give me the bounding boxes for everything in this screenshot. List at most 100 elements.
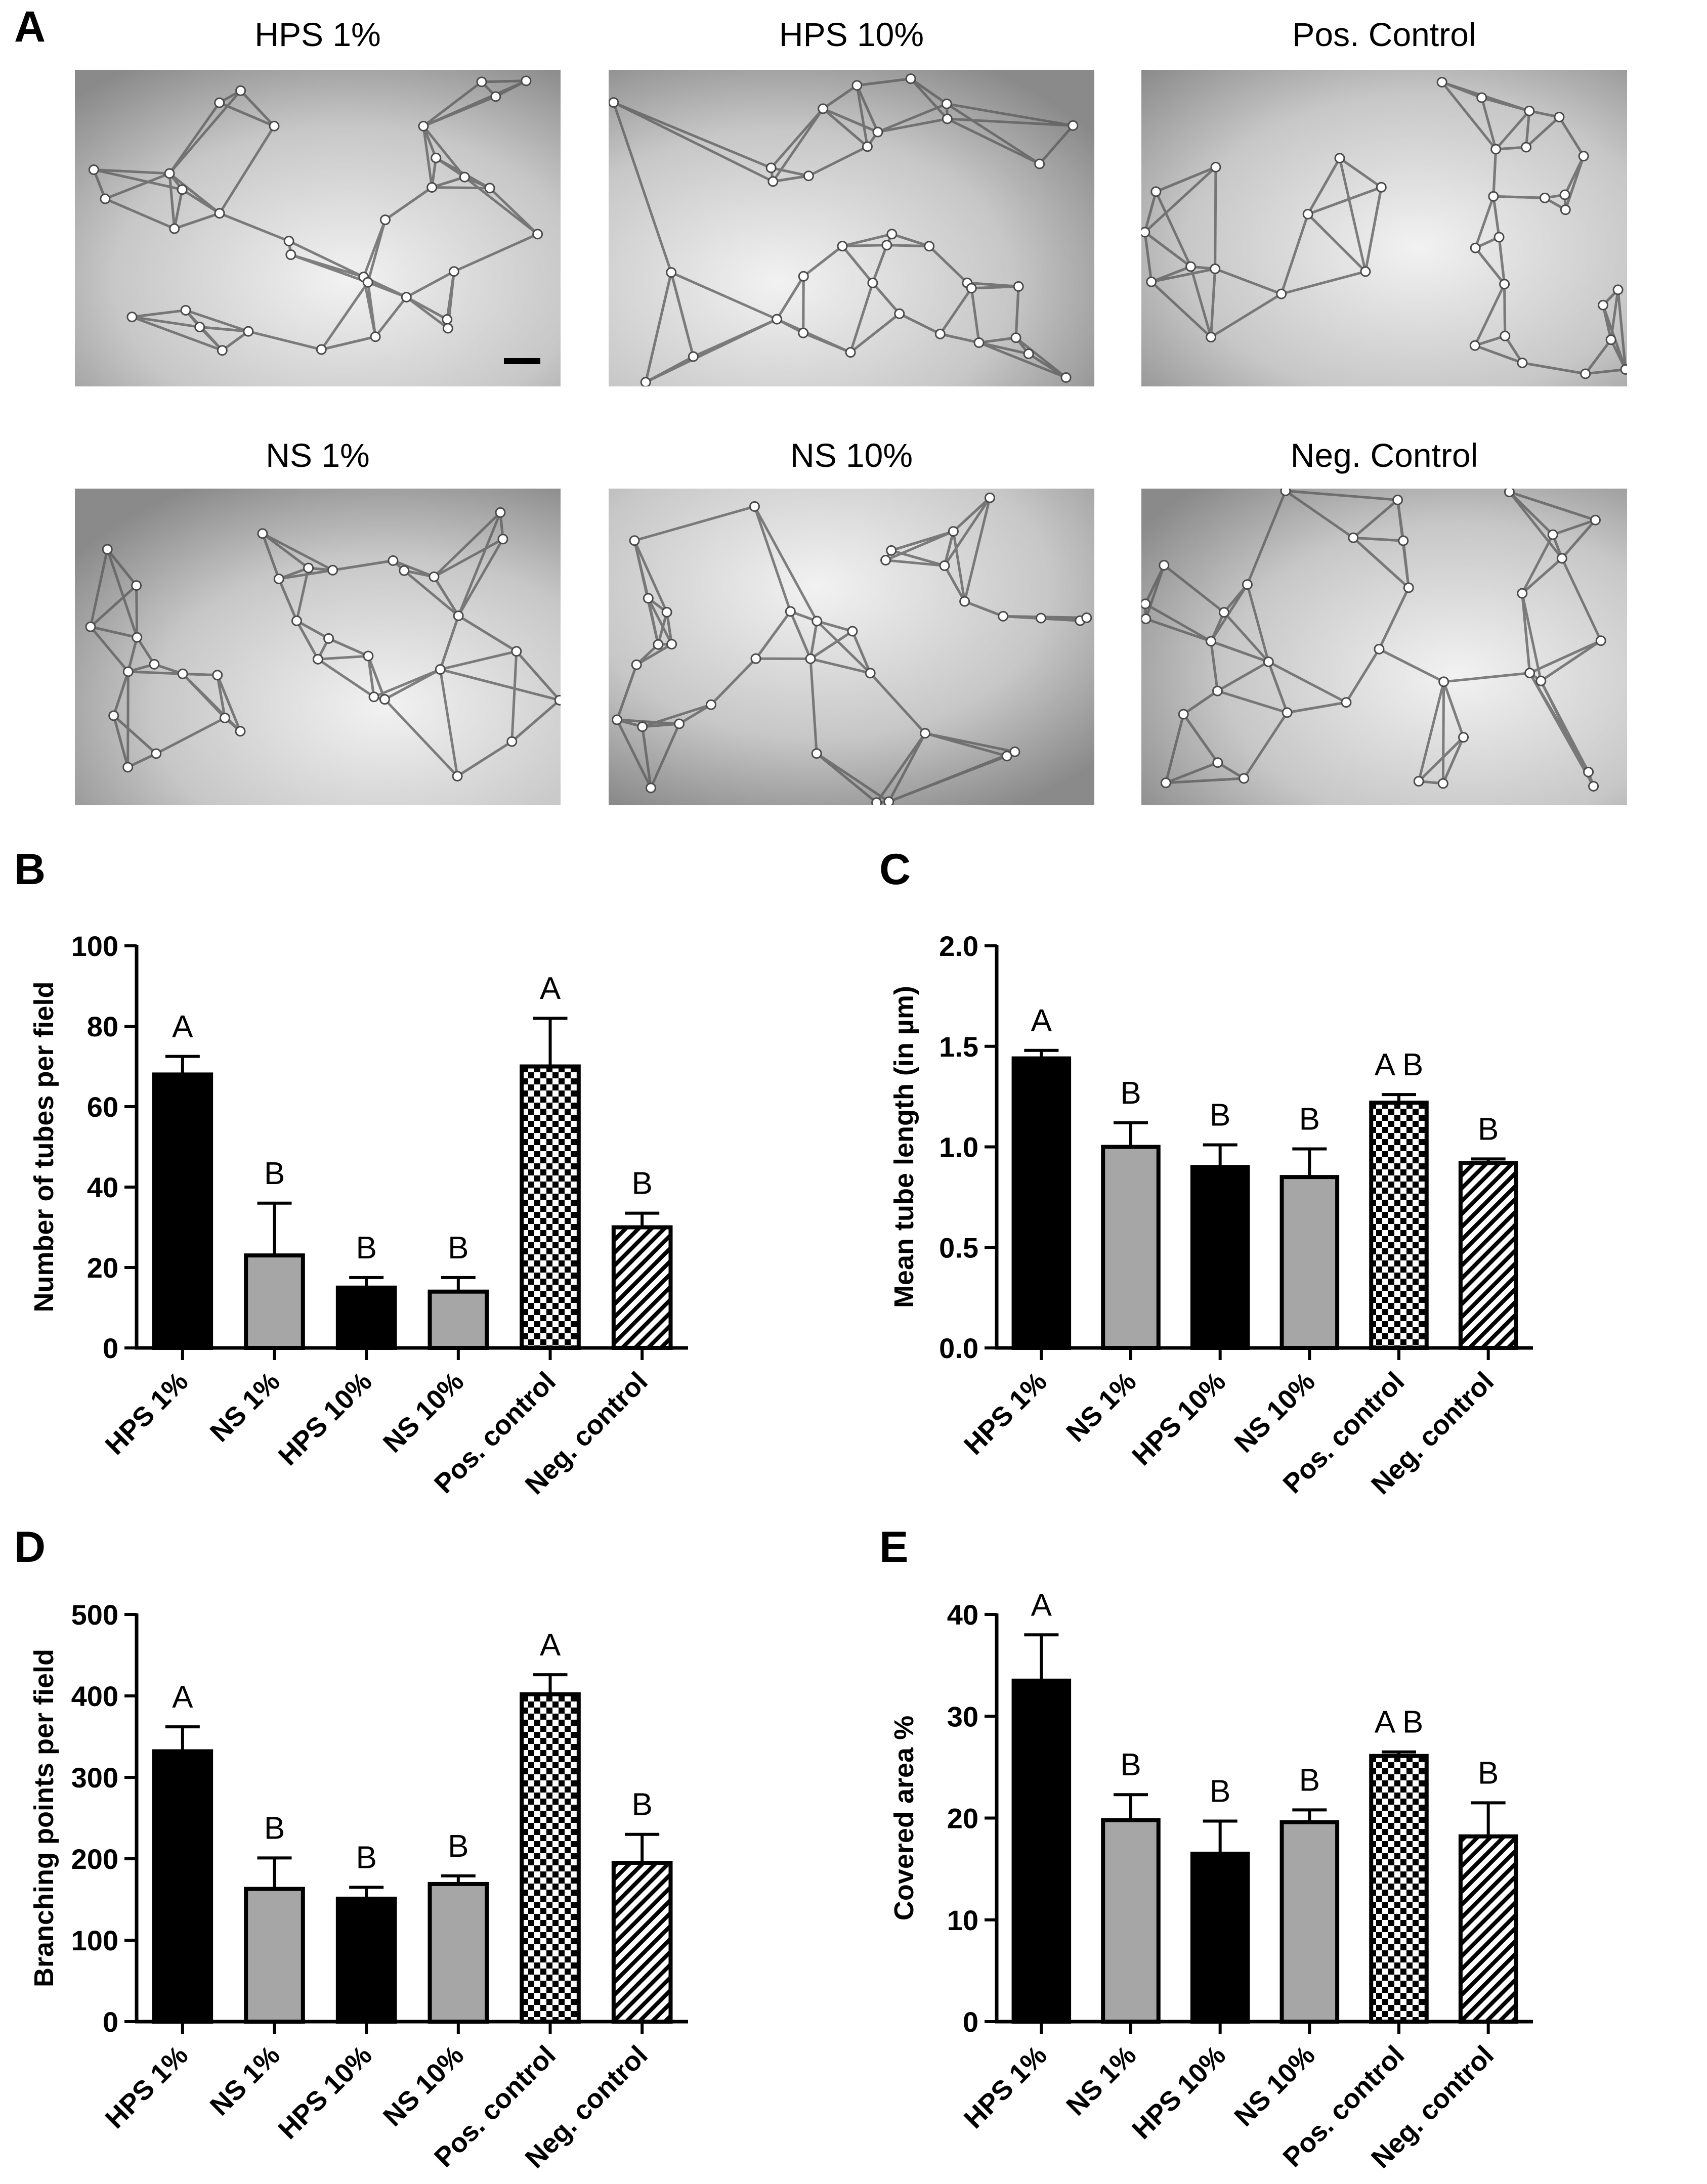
micrograph-title: HPS 1%: [254, 16, 381, 53]
y-tick-label: 200: [71, 1843, 118, 1875]
significance-letter: A: [540, 1628, 561, 1663]
y-tick-label: 1.0: [939, 1131, 978, 1163]
bar: [1101, 1145, 1161, 1350]
y-tick-label: 10: [947, 1904, 978, 1936]
y-tick-label: 2.0: [939, 930, 978, 962]
y-tick-label: 40: [87, 1171, 118, 1203]
chart-c: 0.0 0.5 1.0 1.5 2.0 Mean tube length (in µm) A…: [860, 860, 1705, 1517]
x-tick-label: NS 10%: [377, 1366, 470, 1459]
x-tick-label: NS 1%: [1060, 1366, 1142, 1448]
significance-letter: B: [631, 1787, 652, 1822]
x-tick-label: NS 1%: [1060, 2040, 1142, 2121]
x-tick-label: HPS 1%: [958, 1366, 1053, 1461]
bar: [1369, 1101, 1429, 1350]
significance-letter: B: [356, 1840, 376, 1875]
panel-label-d: D: [14, 1523, 46, 1571]
chart-e: 0 10 20 30 40 Covered area % A HPS 1% B NS 1% B HPS…: [860, 1538, 1705, 2180]
bar: [1458, 1161, 1518, 1350]
y-tick-label: 30: [947, 1700, 978, 1732]
x-tick-label: NS 1%: [204, 2040, 286, 2121]
bar: [1279, 1820, 1340, 2024]
chart-d: 0 100 200 300 400 500 Branching points per fie…: [0, 1538, 850, 2180]
x-tick-label: HPS 1%: [100, 2040, 194, 2134]
x-tick-label: HPS 1%: [958, 2040, 1053, 2134]
bar: [611, 1861, 673, 2024]
x-tick-label: NS 10%: [1228, 1366, 1321, 1459]
significance-letter: B: [356, 1231, 376, 1265]
x-tick-label: HPS 1%: [100, 1366, 194, 1461]
significance-letter: A B: [1375, 1705, 1424, 1740]
y-axis-label: Branching points per field: [29, 1649, 59, 1987]
significance-letter: B: [1120, 1748, 1141, 1782]
x-tick-label: HPS 10%: [273, 1366, 378, 1471]
significance-letter: B: [631, 1166, 652, 1201]
micrograph-neg-control: [1141, 489, 1627, 805]
y-tick-label: 100: [71, 930, 118, 962]
bar: [152, 1072, 214, 1350]
chart-b: 0 20 40 60 80 100 Number of tubes per field A HP…: [0, 860, 850, 1517]
bar: [335, 1285, 397, 1350]
significance-letter: B: [1210, 1774, 1230, 1809]
y-tick-label: 20: [87, 1252, 118, 1284]
bar: [611, 1225, 673, 1350]
significance-letter: B: [1478, 1756, 1499, 1790]
micrograph-title: NS 1%: [266, 436, 370, 474]
bar: [1279, 1175, 1340, 1350]
bar: [1190, 1165, 1250, 1350]
panel-label-b: B: [14, 845, 46, 894]
x-tick-label: HPS 10%: [1126, 2040, 1231, 2145]
micrograph-ns-1: [75, 489, 561, 805]
significance-letter: A B: [1375, 1047, 1424, 1082]
y-tick-label: 0: [103, 1332, 118, 1364]
y-tick-label: 0: [963, 2006, 978, 2038]
bar: [520, 1064, 581, 1350]
bar: [520, 1692, 581, 2024]
significance-letter: B: [1210, 1098, 1230, 1133]
micrograph-hps-1: [75, 70, 561, 386]
bar: [1190, 1851, 1250, 2024]
y-tick-label: 60: [87, 1091, 118, 1123]
significance-letter: A: [172, 1010, 193, 1044]
y-axis-label: Mean tube length (in µm): [889, 986, 919, 1308]
micrograph-hps-10: [609, 70, 1094, 386]
significance-letter: B: [448, 1231, 468, 1265]
y-tick-label: 20: [947, 1803, 978, 1834]
micrograph-title: Neg. Control: [1290, 436, 1478, 474]
x-tick-label: HPS 10%: [273, 2040, 378, 2145]
bar: [1369, 1754, 1429, 2024]
significance-letter: B: [1478, 1112, 1499, 1147]
micrograph-pos-control: [1141, 70, 1627, 386]
y-tick-label: 300: [71, 1762, 118, 1794]
micrograph-title: HPS 10%: [779, 16, 924, 53]
y-tick-label: 80: [87, 1011, 118, 1042]
significance-letter: B: [1299, 1102, 1320, 1137]
micrograph-title: Pos. Control: [1292, 16, 1476, 53]
panel-label-e: E: [879, 1523, 909, 1571]
bar: [428, 1289, 489, 1350]
significance-letter: B: [264, 1811, 285, 1846]
y-axis-label: Covered area %: [889, 1716, 919, 1920]
bar: [152, 1749, 214, 2024]
y-tick-label: 1.5: [939, 1031, 978, 1063]
bar: [428, 1882, 489, 2024]
significance-letter: A: [1031, 1588, 1052, 1623]
bar: [1458, 1834, 1518, 2024]
bar: [1011, 1056, 1072, 1350]
x-tick-label: NS 1%: [204, 1366, 286, 1448]
bar: [244, 1887, 305, 2024]
significance-letter: A: [1031, 1003, 1052, 1038]
scale-bar: [504, 358, 540, 364]
x-tick-label: HPS 10%: [1126, 1366, 1231, 1471]
micrograph-ns-10: [609, 489, 1094, 805]
significance-letter: B: [264, 1156, 285, 1191]
significance-letter: A: [540, 971, 561, 1006]
x-tick-label: NS 10%: [377, 2040, 470, 2132]
micrograph-title: NS 10%: [790, 436, 913, 474]
y-tick-label: 0.5: [939, 1232, 978, 1263]
y-tick-label: 100: [71, 1925, 118, 1956]
y-tick-label: 400: [71, 1680, 118, 1712]
y-axis-label: Number of tubes per field: [29, 981, 59, 1312]
significance-letter: A: [172, 1680, 193, 1715]
significance-letter: B: [1299, 1763, 1320, 1798]
bar: [335, 1896, 397, 2024]
